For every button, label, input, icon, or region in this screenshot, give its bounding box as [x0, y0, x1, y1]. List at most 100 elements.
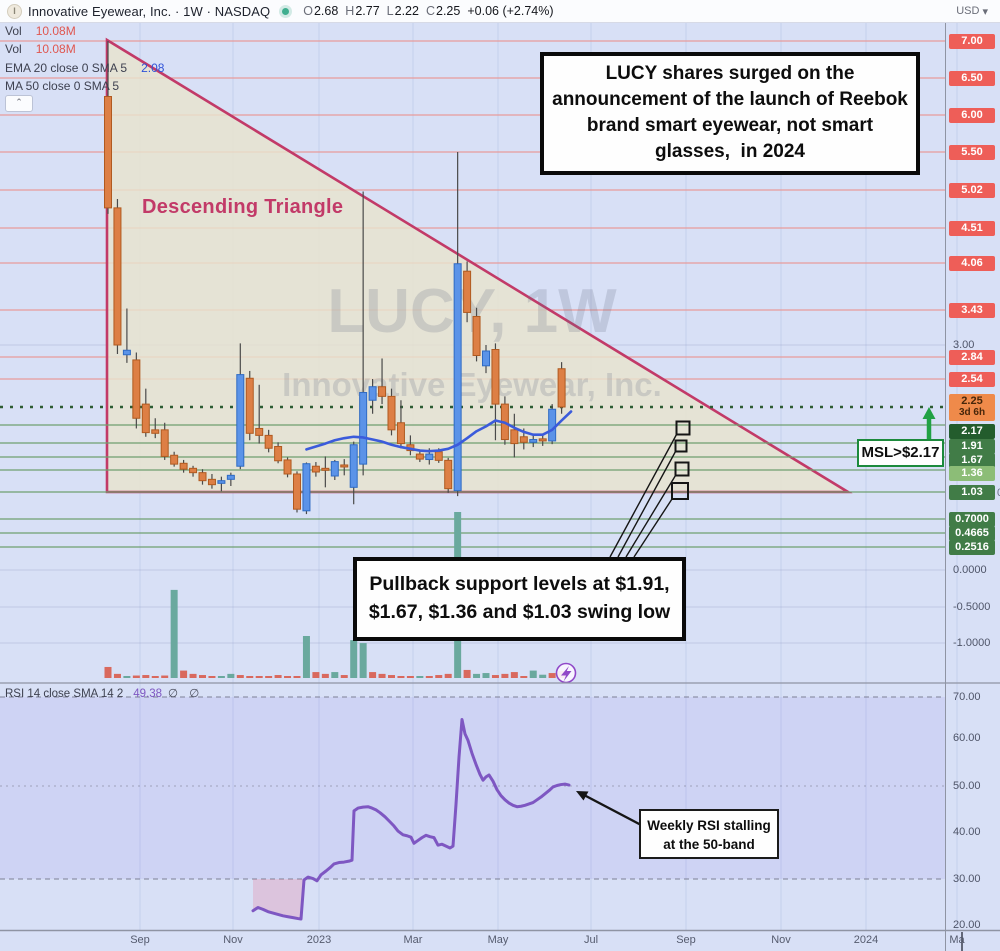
price-axis-label: 7.00 — [949, 33, 995, 49]
candle — [359, 392, 368, 465]
pullback-annotation-box[interactable]: Pullback support levels at $1.91, $1.67,… — [353, 557, 686, 641]
volume-bar — [482, 673, 490, 678]
callout-line — [617, 451, 677, 558]
volume-bar — [406, 676, 414, 678]
candle — [311, 465, 320, 473]
symbol-toolbar: I Innovative Eyewear, Inc. · 1W · NASDAQ… — [0, 0, 1000, 23]
callout-square[interactable] — [674, 439, 688, 453]
candle — [330, 461, 339, 477]
candle — [170, 454, 179, 465]
candle — [245, 377, 254, 434]
candle — [349, 444, 358, 488]
volume-bar — [331, 672, 339, 678]
legend-volume-1[interactable]: Vol 10.08M — [5, 24, 76, 38]
candle — [482, 350, 490, 367]
candle — [321, 467, 330, 471]
candle — [189, 467, 198, 474]
callout-line — [609, 434, 678, 558]
high-label: H — [345, 4, 355, 18]
time-axis[interactable]: Sep Nov 2023 Mar May Jul Sep Nov 2024 Ma — [0, 930, 1000, 951]
candle — [378, 386, 387, 397]
candle — [557, 368, 566, 408]
legend-ema[interactable]: EMA 20 close 0 SMA 5 2.08 — [5, 61, 164, 75]
volume-bar — [369, 672, 377, 678]
candle — [396, 422, 405, 445]
candle — [425, 453, 434, 461]
volume-bar — [520, 676, 528, 678]
volume-bar — [444, 673, 452, 678]
price-axis-label: 4.06 — [949, 255, 995, 271]
lightning-icon — [561, 666, 572, 682]
volume-bar — [104, 666, 112, 678]
price-axis-label: 2.54 — [949, 371, 995, 387]
price-axis-label: 4.51 — [949, 220, 995, 236]
rsi-annotation-box[interactable]: Weekly RSI stalling at the 50-band — [639, 809, 779, 859]
low-label: L — [386, 4, 394, 18]
news-annotation-box[interactable]: LUCY shares surged on the announcement o… — [540, 52, 920, 175]
volume-bar — [340, 675, 348, 678]
price-axis-label: 6.50 — [949, 70, 995, 86]
candle — [207, 478, 216, 486]
legend-label: EMA 20 close 0 SMA 5 — [5, 61, 128, 75]
legend-value: 2.08 — [141, 61, 165, 75]
legend-label: Vol — [5, 42, 22, 56]
time-axis-label: 2024 — [853, 934, 879, 946]
price-axis-label: 20.00 — [953, 918, 981, 931]
legend-label: RSI 14 close SMA 14 2 — [5, 688, 124, 700]
support-callouts[interactable] — [609, 420, 691, 558]
currency-label: USD — [956, 5, 980, 17]
msl-annotation-box[interactable]: MSL>$2.17 — [857, 439, 944, 467]
volume-bar — [161, 675, 169, 678]
rsi-band — [0, 697, 945, 879]
price-axis-label: 6.00 — [949, 107, 995, 123]
volume-bar — [123, 676, 131, 678]
price-axis-label: 5.50 — [949, 144, 995, 160]
volume-bar — [321, 673, 329, 678]
callout-line — [625, 475, 677, 558]
rsi-note-arrow — [576, 791, 644, 828]
high-value: 2.77 — [355, 4, 380, 18]
volume-bar — [416, 676, 424, 678]
legend-value: 10.08M — [35, 24, 76, 38]
support-lines — [0, 424, 945, 548]
candle — [151, 429, 160, 434]
volume-bar — [236, 675, 244, 678]
ohlc-readout: O2.68 H2.77 L2.22 C2.25 — [303, 4, 460, 18]
legend-label: MA 50 close 0 SMA 5 — [5, 79, 120, 93]
legend-value: 49.38 — [133, 688, 163, 700]
candle — [302, 463, 311, 512]
legend-hidden-plots: ∅ ∅ — [168, 688, 204, 700]
legend-label: Vol — [5, 24, 22, 38]
callout-square[interactable] — [671, 482, 689, 500]
volume-bar — [208, 676, 216, 678]
price-axis-label: 3.43 — [949, 302, 995, 318]
close-value: 2.25 — [436, 4, 461, 18]
legend-ma[interactable]: MA 50 close 0 SMA 5 — [5, 79, 119, 93]
time-axis-label: Jul — [583, 934, 599, 946]
candle — [519, 436, 528, 443]
candle — [160, 429, 169, 457]
price-axis-label: 0.7000 — [949, 511, 995, 527]
candle — [368, 386, 377, 401]
price-axis-label: 1.030 — [949, 484, 1000, 500]
volume-bar — [293, 676, 301, 678]
currency-selector[interactable]: USD ▾ — [956, 5, 988, 18]
candle — [274, 446, 283, 462]
watermark: LUCY, 1W Innovative Eyewear, Inc. — [282, 277, 662, 403]
price-axis-label: -0.5000 — [953, 600, 991, 613]
collapse-legend-button[interactable]: ⌃ — [5, 95, 33, 112]
price-axis[interactable]: 7.00 6.50 6.00 5.50 5.02 4.51 4.06 3.43 3.00 2.84… — [945, 0, 1000, 951]
symbol-title[interactable]: Innovative Eyewear, Inc. · 1W · NASDAQ — [28, 3, 271, 19]
callout-square[interactable] — [675, 420, 691, 436]
open-value: 2.68 — [313, 4, 339, 18]
legend-volume-2[interactable]: Vol 10.08M — [5, 42, 76, 56]
volume-bar — [491, 675, 499, 678]
price-axis-label: 1.36 — [949, 465, 995, 481]
quick-trade-lightning-button[interactable] — [555, 662, 577, 684]
price-axis-label: 0.4665 — [949, 525, 995, 541]
legend-rsi[interactable]: RSI 14 close SMA 14 2 49.38 ∅ ∅ — [5, 686, 203, 700]
pattern-label[interactable]: Descending Triangle — [142, 196, 344, 218]
callout-square[interactable] — [674, 461, 690, 477]
candle — [122, 349, 131, 356]
